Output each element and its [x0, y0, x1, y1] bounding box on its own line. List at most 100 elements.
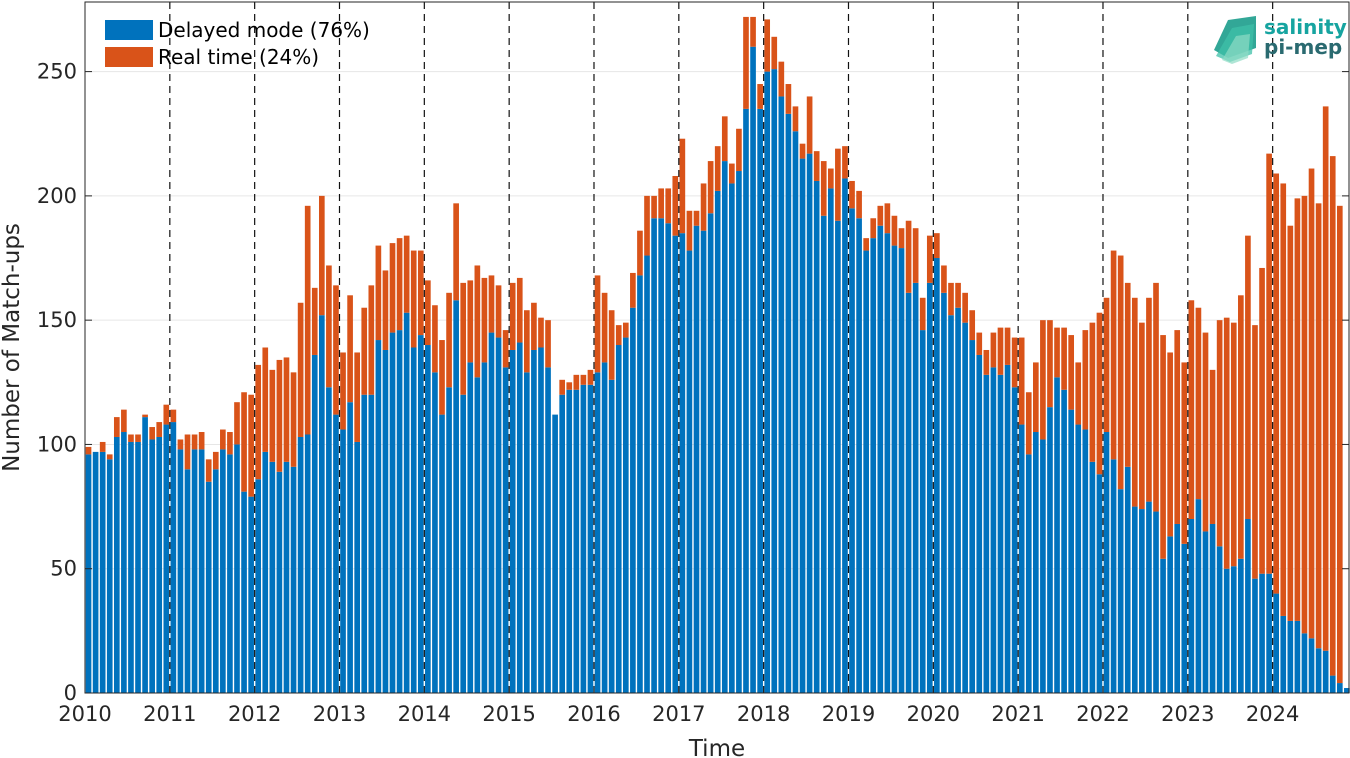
bar-delayed: [121, 432, 127, 693]
bar-realtime: [333, 285, 339, 415]
bar-delayed: [721, 161, 728, 694]
bar-realtime: [121, 409, 127, 433]
bar-delayed: [955, 307, 961, 693]
bar-realtime: [410, 250, 417, 348]
bar-delayed: [417, 335, 424, 693]
bar-realtime: [1223, 317, 1230, 569]
y-tick-label: 250: [37, 60, 77, 84]
bar-realtime: [870, 218, 877, 239]
bar-delayed: [290, 466, 297, 693]
bar-realtime: [290, 372, 297, 467]
bar-realtime: [1252, 325, 1258, 579]
x-tick-label: 2010: [58, 702, 111, 726]
bar-delayed: [326, 387, 332, 693]
bar-realtime: [580, 374, 587, 385]
bar-delayed: [1336, 683, 1343, 693]
bar-realtime: [877, 205, 884, 226]
bar-realtime: [488, 275, 495, 333]
bar-realtime: [198, 432, 205, 450]
bar-realtime: [1131, 297, 1138, 507]
bar-realtime: [934, 233, 940, 259]
bar-delayed: [686, 250, 693, 693]
bar-delayed: [1124, 466, 1131, 693]
bar-realtime: [538, 317, 544, 348]
bar-delayed: [820, 215, 827, 694]
bar-realtime: [778, 61, 785, 97]
bar-realtime: [707, 161, 714, 214]
bar-realtime: [898, 228, 905, 249]
bar-delayed: [785, 113, 792, 693]
bar-delayed: [439, 414, 445, 693]
bar-delayed: [665, 223, 672, 693]
bar-delayed: [941, 292, 947, 693]
bar-realtime: [375, 245, 382, 341]
bar-delayed: [736, 171, 742, 693]
bar-realtime: [926, 235, 933, 283]
bar-delayed: [1294, 620, 1301, 693]
bar-realtime: [248, 394, 254, 497]
bar-delayed: [1160, 558, 1166, 693]
bar-realtime: [1209, 369, 1216, 524]
legend-swatch-delayed: [105, 20, 153, 40]
bar-realtime: [1308, 168, 1315, 639]
bar-realtime: [608, 310, 615, 380]
bar-delayed: [1202, 531, 1209, 693]
bar-delayed: [693, 225, 700, 694]
bar-realtime: [693, 210, 700, 226]
bar-delayed: [969, 340, 976, 693]
bar-delayed: [304, 434, 311, 693]
bar-delayed: [1146, 501, 1152, 693]
bar-delayed: [813, 180, 820, 693]
bar-realtime: [905, 220, 912, 293]
x-tick-label: 2020: [907, 702, 960, 726]
bar-delayed: [1188, 519, 1195, 693]
bar-delayed: [446, 387, 452, 693]
x-tick-label: 2021: [991, 702, 1044, 726]
x-tick-label: 2013: [313, 702, 366, 726]
bar-delayed: [1322, 650, 1329, 693]
bar-delayed: [248, 496, 254, 693]
bar-realtime: [453, 203, 459, 301]
bar-realtime: [884, 203, 891, 234]
bar-realtime: [792, 106, 799, 132]
bar-realtime: [531, 302, 537, 350]
bar-delayed: [135, 441, 141, 693]
bar-realtime: [85, 446, 92, 455]
bar-realtime: [1336, 205, 1343, 684]
y-tick-label: 150: [37, 308, 77, 332]
bar-realtime: [813, 151, 820, 181]
bar-realtime: [941, 265, 947, 293]
bar-delayed: [672, 235, 679, 694]
bar-delayed: [700, 230, 707, 693]
bar-delayed: [1266, 573, 1272, 693]
bar-delayed: [1223, 568, 1230, 693]
bar-delayed: [205, 481, 212, 693]
bar-realtime: [1245, 235, 1251, 520]
bar-realtime: [128, 434, 134, 442]
bar-realtime: [764, 19, 771, 72]
bar-delayed: [375, 340, 382, 693]
bar-realtime: [163, 404, 170, 425]
bar-realtime: [1040, 320, 1046, 440]
bar-realtime: [1322, 106, 1329, 651]
bar-delayed: [587, 384, 594, 693]
bar-realtime: [1025, 392, 1032, 455]
bar-realtime: [729, 163, 735, 184]
bar-realtime: [297, 302, 304, 437]
bar-delayed: [1280, 615, 1287, 693]
bar-delayed: [85, 454, 92, 693]
bar-delayed: [976, 354, 983, 693]
bar-delayed: [1230, 566, 1237, 693]
bar-delayed: [1025, 454, 1032, 693]
bar-realtime: [382, 270, 389, 350]
bar-delayed: [1315, 648, 1322, 693]
bar-realtime: [736, 128, 742, 172]
bar-delayed: [757, 108, 763, 694]
bar-delayed: [297, 436, 304, 693]
bar-delayed: [983, 374, 990, 693]
bar-realtime: [1110, 250, 1117, 460]
bar-delayed: [516, 342, 523, 693]
bar-delayed: [1075, 424, 1082, 693]
bar-realtime: [686, 210, 693, 251]
